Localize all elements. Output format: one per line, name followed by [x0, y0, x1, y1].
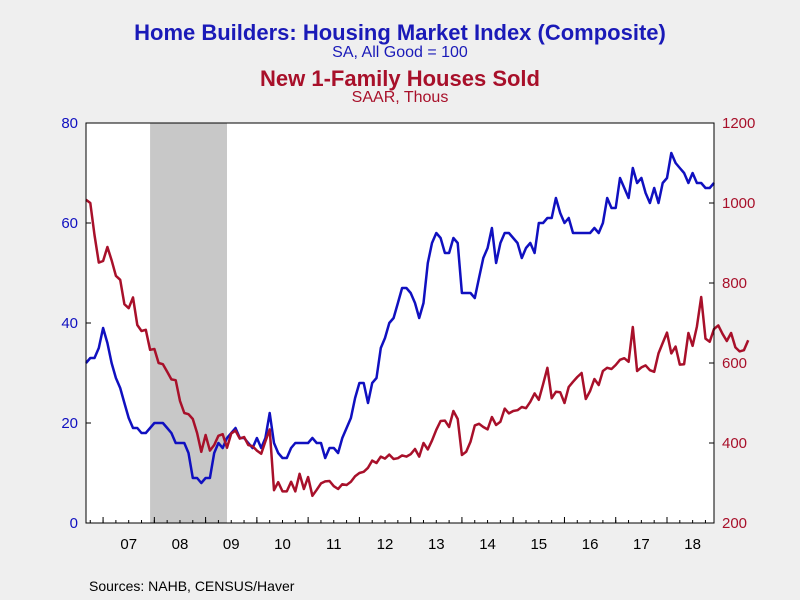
series-line-home-sales: [85, 198, 750, 498]
recession-band: [150, 123, 227, 523]
x-tick-label: 08: [172, 536, 189, 553]
x-tick-label: 15: [530, 536, 547, 553]
chart-subtitle-primary: SA, All Good = 100: [332, 44, 468, 61]
x-tick-label: 09: [223, 536, 240, 553]
y-left-tick-label: 20: [61, 415, 78, 432]
source-note: Sources: NAHB, CENSUS/Haver: [89, 578, 295, 594]
series-line-hmi: [85, 151, 715, 485]
y-left-tick-label: 80: [61, 115, 78, 132]
x-tick-label: 16: [582, 536, 599, 553]
y-right-tick-label: 200: [722, 515, 747, 532]
y-left-tick-label: 0: [70, 515, 78, 532]
x-tick-label: 14: [479, 536, 496, 553]
x-tick-label: 11: [326, 536, 342, 553]
x-tick-label: 13: [428, 536, 445, 553]
y-left-tick-label: 60: [61, 215, 78, 232]
y-right-tick-label: 400: [722, 435, 747, 452]
x-tick-label: 10: [274, 536, 291, 553]
chart-title-primary: Home Builders: Housing Market Index (Com…: [134, 20, 666, 45]
y-left-tick-label: 40: [61, 315, 78, 332]
y-right-tick-label: 800: [722, 275, 747, 292]
chart-subtitle-secondary: SAAR, Thous: [351, 89, 449, 106]
chart-title-secondary: New 1-Family Houses Sold: [260, 66, 540, 91]
x-tick-label: 07: [120, 536, 137, 553]
y-right-tick-label: 1000: [722, 195, 755, 212]
x-tick-label: 18: [684, 536, 701, 553]
y-right-tick-label: 1200: [722, 115, 755, 132]
x-tick-label: 17: [633, 536, 650, 553]
x-tick-label: 12: [377, 536, 394, 553]
y-right-tick-label: 600: [722, 355, 747, 372]
